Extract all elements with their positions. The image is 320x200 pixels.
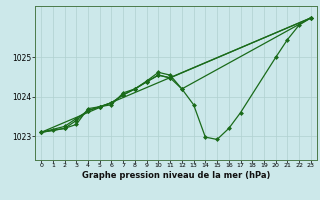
X-axis label: Graphe pression niveau de la mer (hPa): Graphe pression niveau de la mer (hPa): [82, 171, 270, 180]
